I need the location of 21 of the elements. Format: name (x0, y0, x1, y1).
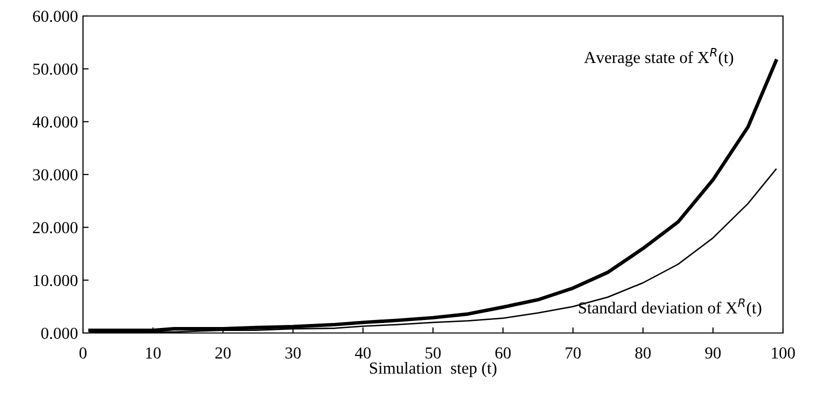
x-tick-label: 60 (495, 347, 511, 359)
y-tick-label: 50.000 (33, 64, 78, 75)
text: Average state of X$^{R}$(t) (584, 48, 734, 67)
x-tick-label: 40 (354, 347, 371, 359)
y-tick-label: 60.000 (33, 10, 78, 22)
x-tick-label: 20 (215, 347, 231, 359)
y-tick-label: 20.000 (33, 222, 78, 234)
series-label: Standard deviation of X$^{R}$(t) (578, 298, 762, 317)
y-tick-label: 30.000 (33, 169, 78, 181)
x-tick-label: 50 (426, 347, 441, 359)
x-tick-label: 0 (79, 347, 87, 359)
x-tick-label: 80 (635, 347, 651, 359)
x-tick-label: 70 (566, 347, 581, 359)
x-tick-label: 10 (146, 347, 161, 359)
y-tick-label: 0.000 (41, 328, 78, 340)
x-tick-label: 90 (705, 347, 721, 359)
x-tick-label: 30 (285, 347, 301, 359)
y-tick-label: 10.000 (34, 274, 78, 286)
y-tick-label: 40.000 (32, 116, 78, 128)
x-tick-label: 100 (772, 347, 795, 359)
x-axis-title: Simulation step (t) (370, 362, 496, 378)
